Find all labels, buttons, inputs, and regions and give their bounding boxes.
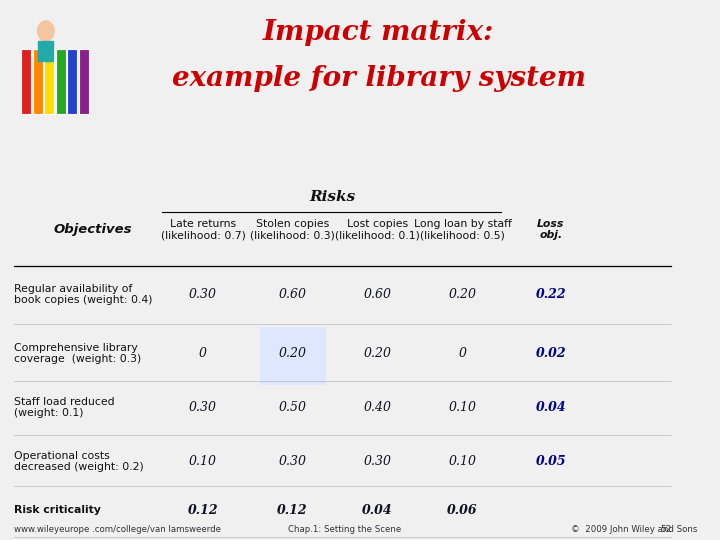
Text: 0.10: 0.10 [449, 401, 477, 414]
Text: Long loan by staff
(likelihood: 0.5): Long loan by staff (likelihood: 0.5) [414, 219, 512, 240]
Bar [21, 49, 31, 114]
Text: 0.04: 0.04 [536, 401, 566, 414]
Text: 0.04: 0.04 [362, 504, 392, 517]
Text: 0.20: 0.20 [364, 347, 391, 360]
Text: 52: 52 [660, 524, 671, 534]
Text: 0.06: 0.06 [447, 504, 478, 517]
Text: Risk criticality: Risk criticality [14, 505, 101, 515]
Text: 0.10: 0.10 [449, 455, 477, 468]
Text: Comprehensive library
coverage  (weight: 0.3): Comprehensive library coverage (weight: … [14, 343, 141, 364]
Text: Objectives: Objectives [54, 223, 132, 236]
Text: 0.50: 0.50 [279, 401, 307, 414]
Text: 0.20: 0.20 [279, 347, 307, 360]
Text: 0: 0 [199, 347, 207, 360]
Text: 0.30: 0.30 [279, 455, 307, 468]
Text: 0.40: 0.40 [364, 401, 391, 414]
Text: 0.05: 0.05 [536, 455, 566, 468]
Text: 0.20: 0.20 [449, 288, 477, 301]
Text: Lost copies
(likelihood: 0.1): Lost copies (likelihood: 0.1) [335, 219, 420, 240]
FancyArrow shape [38, 41, 53, 61]
Text: 0.12: 0.12 [277, 504, 308, 517]
Bar [56, 49, 66, 114]
Text: example for library system: example for library system [171, 65, 585, 92]
Circle shape [37, 21, 54, 41]
Text: Late returns
(likelihood: 0.7): Late returns (likelihood: 0.7) [161, 219, 246, 240]
Text: 0.02: 0.02 [536, 347, 566, 360]
Text: Staff load reduced
(weight: 0.1): Staff load reduced (weight: 0.1) [14, 397, 114, 418]
Text: ©  2009 John Wiley and Sons: © 2009 John Wiley and Sons [572, 524, 698, 534]
Text: 0: 0 [459, 347, 467, 360]
Text: 0.22: 0.22 [536, 288, 566, 301]
FancyBboxPatch shape [259, 327, 325, 385]
Text: 0.30: 0.30 [189, 288, 217, 301]
Text: Chap.1: Setting the Scene: Chap.1: Setting the Scene [287, 524, 401, 534]
Text: 0.30: 0.30 [364, 455, 391, 468]
Bar [32, 49, 42, 114]
Text: Stolen copies
(likelihood: 0.3): Stolen copies (likelihood: 0.3) [250, 219, 335, 240]
Text: 0.10: 0.10 [189, 455, 217, 468]
Text: Risks: Risks [310, 190, 356, 204]
Bar [44, 49, 54, 114]
Bar [79, 49, 89, 114]
Text: www.wileyeurope .com/college/van lamsweerde: www.wileyeurope .com/college/van lamswee… [14, 524, 221, 534]
Text: 0.12: 0.12 [188, 504, 218, 517]
Text: Operational costs
decreased (weight: 0.2): Operational costs decreased (weight: 0.2… [14, 451, 143, 472]
Text: 0.30: 0.30 [189, 401, 217, 414]
Text: 0.60: 0.60 [279, 288, 307, 301]
Text: Regular availability of
book copies (weight: 0.4): Regular availability of book copies (wei… [14, 284, 152, 305]
Text: Loss
obj.: Loss obj. [537, 219, 564, 240]
Text: 0.60: 0.60 [364, 288, 391, 301]
Bar [68, 49, 77, 114]
Text: Impact matrix:: Impact matrix: [263, 19, 495, 46]
